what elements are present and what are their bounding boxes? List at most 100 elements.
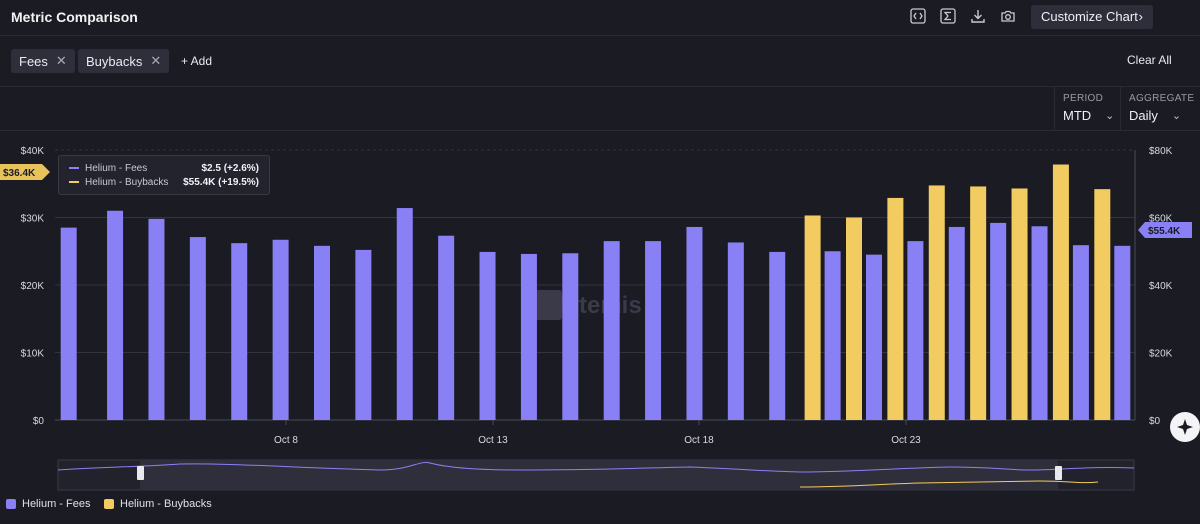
- x-axis-tick-label: Oct 8: [274, 435, 298, 446]
- period-select[interactable]: PERIOD MTD ⌄: [1063, 93, 1114, 129]
- fees-bar[interactable]: [231, 243, 248, 420]
- fees-bar[interactable]: [769, 251, 786, 420]
- right-axis-badge-text: $55.4K: [1148, 226, 1181, 237]
- left-axis-tick-label: $40K: [21, 146, 45, 157]
- fees-bar[interactable]: [907, 241, 924, 420]
- customize-chart-button[interactable]: Customize Chart ›: [1031, 5, 1153, 29]
- fees-bar[interactable]: [355, 249, 372, 420]
- metric-chip-buybacks[interactable]: Buybacks ✕: [78, 49, 170, 73]
- watermark-logo: [532, 290, 562, 320]
- tooltip-swatch: [69, 181, 79, 183]
- fees-bar[interactable]: [562, 253, 579, 420]
- chip-label: Buybacks: [86, 53, 143, 69]
- right-axis-tick-label: $80K: [1149, 146, 1173, 157]
- fees-bar[interactable]: [948, 226, 965, 420]
- fees-bar[interactable]: [148, 218, 165, 420]
- fees-bar[interactable]: [866, 254, 882, 420]
- fees-bar[interactable]: [438, 235, 455, 420]
- chart-header: Metric Comparison Customize Chart ›: [0, 0, 1200, 36]
- left-axis-tick-label: $10K: [21, 349, 45, 360]
- fees-bar[interactable]: [520, 253, 537, 420]
- buybacks-bar[interactable]: [1094, 189, 1111, 420]
- code-icon[interactable]: [909, 8, 927, 26]
- fees-bar[interactable]: [60, 227, 77, 420]
- tooltip-row: Helium - Buybacks $55.4K (+19.5%): [69, 175, 259, 189]
- sparkle-icon: [1177, 419, 1193, 435]
- sigma-icon[interactable]: [939, 8, 957, 26]
- legend-label: Helium - Buybacks: [120, 498, 212, 510]
- legend-swatch: [6, 499, 16, 509]
- buybacks-bar[interactable]: [887, 197, 904, 420]
- divider: [1054, 86, 1055, 130]
- tooltip-series-name: Helium - Fees: [85, 162, 148, 174]
- fees-bar[interactable]: [107, 210, 124, 420]
- aggregate-label: AGGREGATE: [1129, 93, 1195, 104]
- fees-bar[interactable]: [727, 242, 744, 420]
- customize-chart-label: Customize Chart: [1041, 9, 1138, 24]
- fees-bar[interactable]: [1031, 226, 1048, 420]
- fees-bar[interactable]: [314, 245, 330, 420]
- x-axis-tick-label: Oct 18: [684, 435, 714, 446]
- close-icon[interactable]: ✕: [150, 53, 162, 68]
- clear-all-button[interactable]: Clear All: [1127, 53, 1172, 67]
- legend-item-buybacks[interactable]: Helium - Buybacks: [104, 498, 212, 510]
- left-axis-badge-text: $36.4K: [3, 168, 36, 179]
- range-navigator[interactable]: [57, 459, 1135, 491]
- assistant-button[interactable]: [1170, 412, 1200, 442]
- fees-bar[interactable]: [1072, 245, 1089, 420]
- fees-bar[interactable]: [272, 239, 289, 420]
- chevron-down-icon: ⌄: [1105, 110, 1115, 122]
- x-axis-tick-label: Oct 13: [478, 435, 508, 446]
- left-axis-tick-label: $20K: [21, 281, 45, 292]
- fees-bar[interactable]: [479, 251, 496, 420]
- fees-bar[interactable]: [189, 237, 206, 420]
- fees-bar[interactable]: [603, 241, 620, 420]
- x-axis-tick-label: Oct 23: [891, 435, 921, 446]
- period-label: PERIOD: [1063, 93, 1104, 104]
- fees-bar[interactable]: [686, 226, 703, 420]
- period-value: MTD: [1063, 108, 1092, 123]
- buybacks-bar[interactable]: [804, 215, 821, 420]
- left-axis-tick-label: $30K: [21, 214, 45, 225]
- fees-bar[interactable]: [990, 222, 1007, 420]
- tooltip-value: $2.5 (+2.6%): [201, 162, 259, 174]
- tooltip-series-name: Helium - Buybacks: [85, 176, 169, 188]
- buybacks-bar[interactable]: [928, 185, 945, 420]
- aggregate-select[interactable]: AGGREGATE Daily ⌄: [1129, 93, 1194, 129]
- right-axis-badge: [1138, 222, 1192, 238]
- camera-icon[interactable]: [999, 8, 1017, 26]
- legend-item-fees[interactable]: Helium - Fees: [6, 498, 90, 510]
- tooltip-swatch: [69, 167, 79, 169]
- legend-label: Helium - Fees: [22, 498, 91, 510]
- metric-chip-fees[interactable]: Fees ✕: [11, 49, 75, 73]
- fees-bar[interactable]: [1114, 245, 1131, 420]
- right-axis-tick-label: $40K: [1149, 281, 1173, 292]
- navigator-selection[interactable]: [140, 461, 1058, 489]
- right-axis-tick-label: $60K: [1149, 214, 1173, 225]
- divider: [0, 130, 1200, 131]
- fees-bar[interactable]: [824, 251, 841, 420]
- buybacks-bar[interactable]: [1011, 188, 1028, 420]
- chevron-down-icon: ⌄: [1171, 110, 1182, 122]
- fees-bar[interactable]: [396, 208, 413, 420]
- chip-label: Fees: [19, 53, 48, 69]
- page-title: Metric Comparison: [11, 9, 138, 25]
- navigator-buybacks-line: [799, 480, 1099, 488]
- buybacks-bar[interactable]: [846, 217, 862, 421]
- divider: [1120, 86, 1121, 130]
- download-icon[interactable]: [969, 8, 987, 26]
- add-metric-button[interactable]: + Add: [181, 54, 213, 68]
- left-axis-tick-label: $0: [33, 416, 45, 427]
- tooltip-value: $55.4K (+19.5%): [183, 176, 259, 188]
- chevron-right-icon: ›: [1138, 9, 1143, 24]
- navigator-right-handle[interactable]: [1055, 466, 1062, 480]
- buybacks-bar[interactable]: [1052, 164, 1069, 420]
- right-axis-tick-label: $20K: [1149, 349, 1173, 360]
- tooltip-row: Helium - Fees $2.5 (+2.6%): [69, 161, 259, 175]
- fees-bar[interactable]: [645, 241, 662, 420]
- buybacks-bar[interactable]: [970, 186, 987, 420]
- left-axis-badge: [0, 164, 50, 180]
- close-icon[interactable]: ✕: [55, 53, 67, 68]
- navigator-left-handle[interactable]: [137, 466, 144, 480]
